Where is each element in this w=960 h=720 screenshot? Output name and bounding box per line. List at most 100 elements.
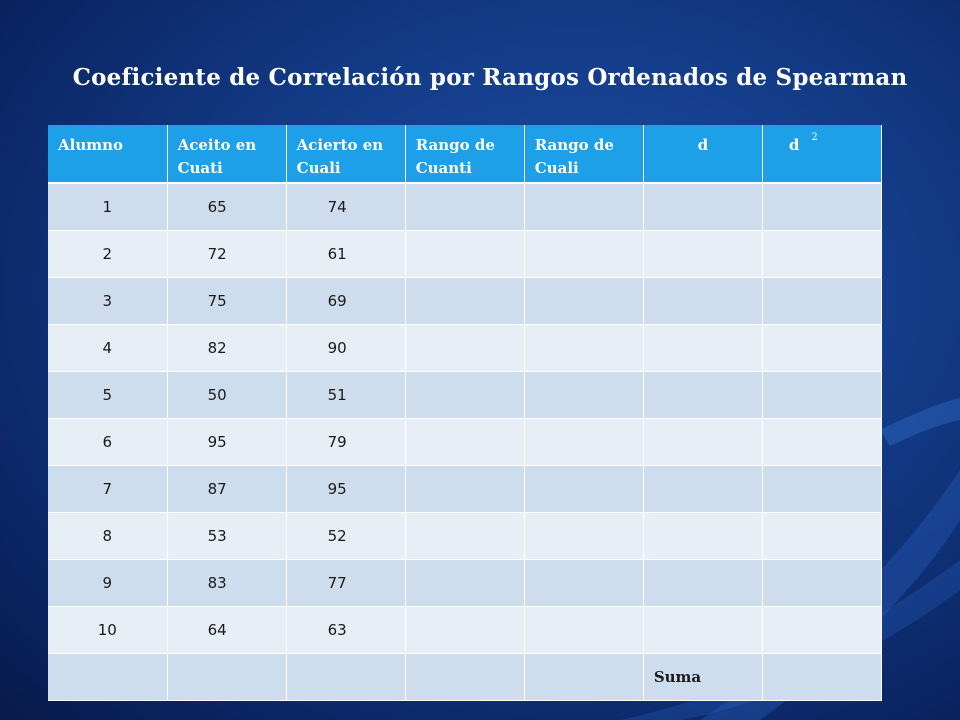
cell-rango-cuali <box>524 606 644 654</box>
table-footer-row: Suma <box>48 653 883 701</box>
cell-rango-cuanti <box>405 418 525 466</box>
cell-d <box>643 183 763 231</box>
cell-alumno: 8 <box>48 512 168 560</box>
cell-d <box>643 230 763 278</box>
cell-acierto-cuali: 74 <box>286 183 406 231</box>
table-row: 10 64 63 <box>48 606 883 654</box>
cell-alumno: 9 <box>48 559 168 607</box>
header-alumno: Alumno <box>48 125 168 184</box>
footer-cell <box>524 653 644 701</box>
cell-rango-cuali <box>524 512 644 560</box>
suma-label: Suma <box>643 653 763 701</box>
spearman-table: Alumno Aceito en Cuati Acierto en Cuali … <box>48 125 883 701</box>
cell-rango-cuanti <box>405 183 525 231</box>
cell-d <box>643 418 763 466</box>
cell-alumno: 4 <box>48 324 168 372</box>
cell-alumno: 6 <box>48 418 168 466</box>
cell-acierto-cuali: 69 <box>286 277 406 325</box>
cell-aceito-cuati: 50 <box>167 371 287 419</box>
cell-aceito-cuati: 64 <box>167 606 287 654</box>
cell-acierto-cuali: 77 <box>286 559 406 607</box>
cell-rango-cuanti <box>405 465 525 513</box>
table-row: 8 53 52 <box>48 512 883 560</box>
cell-d <box>643 559 763 607</box>
cell-d <box>643 277 763 325</box>
cell-d-squared <box>762 559 883 607</box>
cell-rango-cuali <box>524 183 644 231</box>
table-row: 3 75 69 <box>48 277 883 325</box>
cell-rango-cuali <box>524 230 644 278</box>
cell-rango-cuanti <box>405 606 525 654</box>
cell-d <box>643 512 763 560</box>
footer-cell <box>286 653 406 701</box>
cell-alumno: 3 <box>48 277 168 325</box>
cell-d <box>643 324 763 372</box>
cell-alumno: 10 <box>48 606 168 654</box>
cell-aceito-cuati: 82 <box>167 324 287 372</box>
cell-aceito-cuati: 87 <box>167 465 287 513</box>
table-row: 1 65 74 <box>48 183 883 231</box>
cell-acierto-cuali: 52 <box>286 512 406 560</box>
cell-alumno: 7 <box>48 465 168 513</box>
cell-acierto-cuali: 95 <box>286 465 406 513</box>
footer-cell <box>405 653 525 701</box>
cell-d-squared <box>762 324 883 372</box>
header-aceito-cuati: Aceito en Cuati <box>167 125 287 184</box>
cell-d <box>643 371 763 419</box>
table-row: 5 50 51 <box>48 371 883 419</box>
cell-d-squared <box>762 230 883 278</box>
cell-acierto-cuali: 63 <box>286 606 406 654</box>
cell-rango-cuali <box>524 371 644 419</box>
cell-aceito-cuati: 72 <box>167 230 287 278</box>
footer-cell <box>167 653 287 701</box>
cell-d <box>643 465 763 513</box>
cell-rango-cuali <box>524 324 644 372</box>
cell-acierto-cuali: 79 <box>286 418 406 466</box>
cell-d <box>643 606 763 654</box>
header-acierto-cuali: Acierto en Cuali <box>286 125 406 184</box>
cell-rango-cuanti <box>405 230 525 278</box>
cell-aceito-cuati: 75 <box>167 277 287 325</box>
cell-d-squared <box>762 418 883 466</box>
cell-acierto-cuali: 61 <box>286 230 406 278</box>
header-rango-cuali: Rango de Cuali <box>524 125 644 184</box>
cell-rango-cuali <box>524 559 644 607</box>
cell-aceito-cuati: 95 <box>167 418 287 466</box>
table-row: 4 82 90 <box>48 324 883 372</box>
cell-d-squared <box>762 277 883 325</box>
cell-d-squared <box>762 512 883 560</box>
header-rango-cuanti: Rango de Cuanti <box>405 125 525 184</box>
cell-d-squared <box>762 183 883 231</box>
table-row: 9 83 77 <box>48 559 883 607</box>
cell-aceito-cuati: 83 <box>167 559 287 607</box>
cell-rango-cuali <box>524 277 644 325</box>
cell-rango-cuanti <box>405 324 525 372</box>
cell-d-squared <box>762 371 883 419</box>
cell-aceito-cuati: 65 <box>167 183 287 231</box>
cell-aceito-cuati: 53 <box>167 512 287 560</box>
header-row: Alumno Aceito en Cuati Acierto en Cuali … <box>48 125 883 184</box>
cell-d-squared <box>762 465 883 513</box>
cell-rango-cuali <box>524 465 644 513</box>
cell-rango-cuali <box>524 418 644 466</box>
cell-rango-cuanti <box>405 277 525 325</box>
table-row: 6 95 79 <box>48 418 883 466</box>
header-d2-exponent: 2 <box>811 132 818 143</box>
footer-cell <box>48 653 168 701</box>
cell-rango-cuanti <box>405 512 525 560</box>
cell-rango-cuanti <box>405 371 525 419</box>
cell-d-squared <box>762 606 883 654</box>
slide-title: Coeficiente de Correlación por Rangos Or… <box>72 64 908 91</box>
cell-acierto-cuali: 51 <box>286 371 406 419</box>
cell-alumno: 5 <box>48 371 168 419</box>
header-d2-base: d <box>788 136 800 154</box>
table-row: 7 87 95 <box>48 465 883 513</box>
header-d: d <box>643 125 763 184</box>
cell-alumno: 2 <box>48 230 168 278</box>
table-row: 2 72 61 <box>48 230 883 278</box>
cell-rango-cuanti <box>405 559 525 607</box>
footer-cell <box>762 653 883 701</box>
cell-alumno: 1 <box>48 183 168 231</box>
cell-acierto-cuali: 90 <box>286 324 406 372</box>
